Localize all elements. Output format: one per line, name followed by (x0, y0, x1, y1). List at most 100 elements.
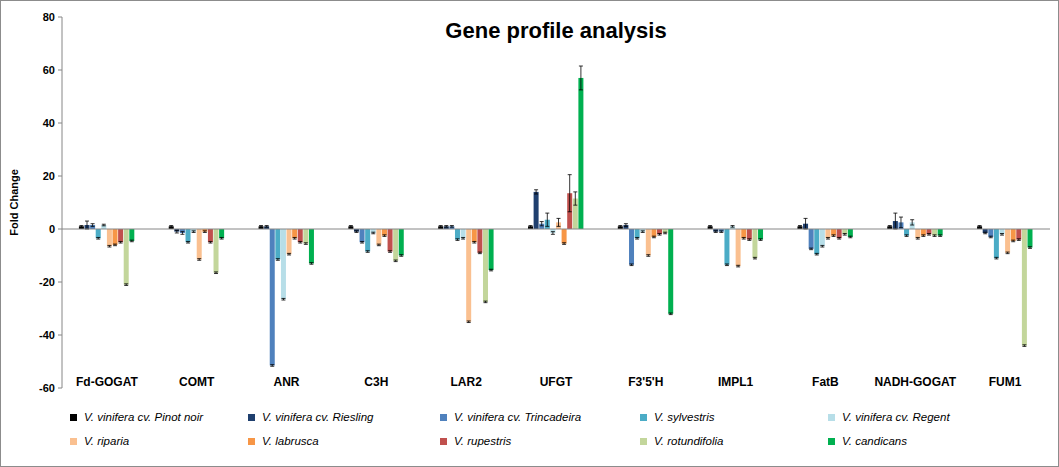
error-bar (399, 255, 403, 257)
error-bar (186, 241, 190, 243)
bar (376, 229, 381, 245)
error-bar (85, 221, 89, 229)
error-cap (652, 237, 656, 238)
error-cap (899, 217, 903, 218)
error-cap (826, 237, 830, 238)
error-bar (658, 234, 662, 236)
error-cap (1017, 238, 1021, 239)
error-cap (1022, 344, 1026, 345)
error-bar (130, 240, 134, 242)
error-cap (439, 225, 443, 226)
legend-label: V. rotundifolia (654, 435, 723, 447)
legend-label: V. labrusca (262, 435, 319, 447)
bar (578, 78, 583, 229)
error-cap (107, 245, 111, 246)
error-cap (534, 194, 538, 195)
error-bar (551, 232, 555, 235)
error-bar (192, 231, 196, 233)
error-cap (119, 241, 123, 242)
bar (129, 229, 134, 241)
legend-swatch (640, 414, 647, 421)
legend-item: V. rupestris (440, 435, 512, 447)
error-bar (562, 243, 566, 245)
x-axis (62, 229, 1050, 230)
bar (298, 229, 303, 242)
error-cap (529, 227, 533, 228)
error-cap (186, 241, 190, 242)
bar (107, 229, 112, 246)
error-bar (467, 321, 471, 323)
error-cap (742, 237, 746, 238)
error-bar (725, 264, 729, 266)
bar (371, 229, 376, 233)
error-bar (663, 232, 667, 234)
error-cap (557, 226, 561, 227)
error-bar (483, 301, 487, 303)
error-line (900, 217, 901, 228)
error-cap (719, 232, 723, 233)
error-bar (747, 239, 751, 241)
bar (629, 229, 634, 265)
error-cap (394, 260, 398, 261)
error-bar (989, 236, 993, 238)
error-line (895, 213, 896, 229)
error-cap (551, 231, 555, 232)
legend-swatch (828, 438, 835, 445)
error-bar (832, 235, 836, 237)
error-cap (214, 271, 218, 272)
error-cap (107, 247, 111, 248)
bar (365, 229, 370, 252)
legend-item: V. vinifera cv. Riesling (248, 411, 374, 423)
error-cap (388, 250, 392, 251)
error-bar (573, 192, 577, 205)
error-bar (652, 236, 656, 238)
error-cap (203, 232, 207, 233)
y-tick (58, 229, 62, 230)
error-cap (978, 227, 982, 228)
bar (534, 192, 539, 229)
error-cap (304, 242, 308, 243)
error-cap (848, 236, 852, 237)
error-cap (888, 227, 892, 228)
bar (1027, 229, 1032, 248)
legend-label: V. sylvestris (654, 411, 715, 423)
y-tick (58, 282, 62, 283)
error-cap (192, 230, 196, 231)
chart: Gene profile analysisFold Change-60-40-2… (0, 0, 1059, 467)
bar (399, 229, 404, 256)
bar (455, 229, 460, 240)
error-cap (641, 230, 645, 231)
error-cap (220, 239, 224, 240)
bar (562, 229, 567, 244)
error-bar (618, 226, 622, 228)
bar (214, 229, 219, 273)
error-line (87, 221, 88, 229)
error-line (912, 220, 913, 225)
error-bar (708, 226, 712, 228)
bar (118, 229, 123, 242)
error-bar (635, 237, 639, 239)
error-cap (663, 233, 667, 234)
y-tick (58, 123, 62, 124)
legend-item: V. rotundifolia (640, 435, 723, 447)
y-axis (62, 17, 63, 388)
error-cap (933, 234, 937, 235)
error-bar (893, 213, 897, 229)
bar (309, 229, 314, 263)
error-cap (349, 227, 353, 228)
error-cap (893, 213, 897, 214)
x-tick-label: NADH-GOGAT (874, 375, 956, 389)
bar (281, 229, 286, 299)
error-cap (921, 234, 925, 235)
error-bar (568, 175, 572, 212)
error-bar (113, 244, 117, 246)
error-bar (1000, 234, 1004, 236)
bar (921, 229, 926, 236)
legend-swatch (248, 438, 255, 445)
legend-swatch (70, 438, 77, 445)
error-bar (843, 234, 847, 236)
error-cap (265, 227, 269, 228)
error-bar (96, 237, 100, 239)
error-bar (804, 218, 808, 229)
bar (747, 229, 752, 240)
